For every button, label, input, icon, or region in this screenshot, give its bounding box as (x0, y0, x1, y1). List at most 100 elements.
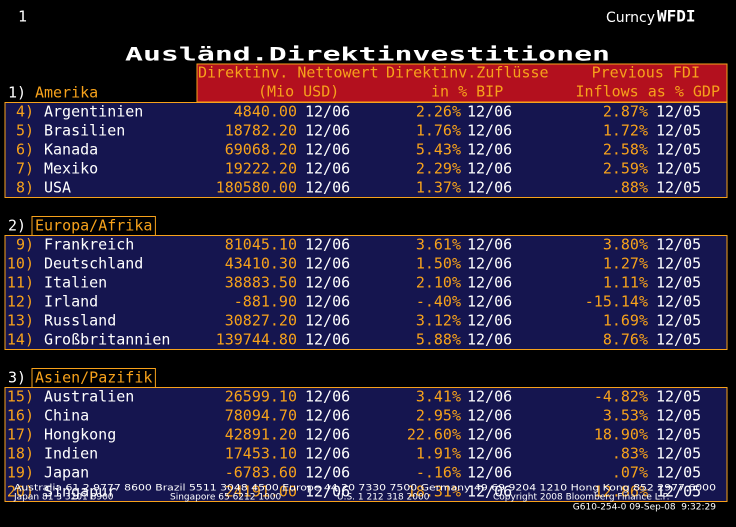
date: 12/06 (305, 426, 350, 444)
date: 12/06 (305, 407, 350, 425)
row-number: 9) (16, 236, 34, 254)
date: 12/06 (467, 255, 512, 273)
country: USA (44, 179, 71, 197)
net-value: -6783.60 (225, 464, 297, 482)
date: 12/06 (467, 179, 512, 197)
date: 12/05 (656, 255, 701, 273)
date: 12/06 (467, 464, 512, 482)
date: 12/05 (656, 407, 701, 425)
footer-line: U.S. 1 212 318 2000 (337, 493, 430, 503)
row-number: 10) (7, 255, 34, 273)
net-value: 4840.00 (234, 103, 297, 121)
date: 12/06 (467, 122, 512, 140)
prev-inflow-pct: 1.11% (603, 274, 648, 292)
prev-inflow-pct: 3.80% (603, 236, 648, 254)
inflow-pct: 1.76% (416, 122, 461, 140)
country: China (44, 407, 89, 425)
prev-inflow-pct: 2.59% (603, 160, 648, 178)
date: 12/06 (467, 274, 512, 292)
row-number: 20) (7, 483, 34, 501)
column-header: Direktinv.Zuflüsse (386, 64, 549, 82)
inflow-pct: 3.41% (416, 388, 461, 406)
inflow-pct: 1.91% (416, 445, 461, 463)
inflow-pct: 2.10% (416, 274, 461, 292)
inflow-pct: 3.12% (416, 312, 461, 330)
net-value: 43410.30 (225, 255, 297, 273)
ticker: WFDI (657, 7, 696, 26)
prev-inflow-pct: 1.72% (603, 122, 648, 140)
section-number: 3) (8, 369, 26, 387)
date: 12/05 (656, 426, 701, 444)
section-box (4, 387, 728, 502)
date: 12/06 (305, 122, 350, 140)
page-number: 1 (18, 8, 27, 26)
column-header: in % BIP (431, 83, 503, 101)
market: Curncy (606, 10, 655, 26)
title: Ausländ.Direktinvestitionen (125, 44, 610, 66)
net-value: 38883.50 (225, 274, 297, 292)
prev-inflow-pct: .07% (612, 464, 648, 482)
date: 12/06 (467, 236, 512, 254)
net-value: 42891.20 (225, 426, 297, 444)
prev-inflow-pct: 1.69% (603, 312, 648, 330)
country: Singapur (44, 483, 116, 501)
net-value: 18782.20 (225, 122, 297, 140)
country: Argentinien (44, 103, 143, 121)
row-number: 11) (7, 274, 34, 292)
net-value: 26599.10 (225, 388, 297, 406)
date: 12/06 (305, 274, 350, 292)
row-number: 7) (16, 160, 34, 178)
footer-line: Copyright 2008 Bloomberg Finance L.P. (493, 493, 669, 503)
net-value: 69068.20 (225, 141, 297, 159)
date: 12/05 (656, 179, 701, 197)
date: 12/06 (305, 103, 350, 121)
net-value: 17453.10 (225, 445, 297, 463)
section-number: 2) (8, 217, 26, 235)
inflow-pct: 5.43% (416, 141, 461, 159)
row-number: 12) (7, 293, 34, 311)
date: 12/06 (305, 445, 350, 463)
prev-inflow-pct: .88% (612, 179, 648, 197)
prev-inflow-pct: 12.86% (594, 483, 648, 501)
date: 12/05 (656, 236, 701, 254)
date: 12/05 (656, 160, 701, 178)
footer-line: Singapore 65 6212 1000 (170, 493, 282, 503)
date: 12/06 (305, 464, 350, 482)
country: Italien (44, 274, 107, 292)
inflow-pct: -.40% (416, 293, 461, 311)
inflow-pct: 22.60% (407, 426, 461, 444)
date: 12/06 (467, 388, 512, 406)
inflow-pct: 2.26% (416, 103, 461, 121)
inflow-pct: -.16% (416, 464, 461, 482)
country: Russland (44, 312, 116, 330)
date: 12/06 (305, 331, 350, 349)
date: 12/05 (656, 122, 701, 140)
row-number: 4) (16, 103, 34, 121)
date: 12/06 (305, 483, 350, 501)
section-box (4, 102, 728, 198)
inflow-pct: 18.31% (407, 483, 461, 501)
date: 12/06 (305, 388, 350, 406)
date: 12/06 (305, 160, 350, 178)
net-value: 30827.20 (225, 312, 297, 330)
footer-line: G610-254-0 09-Sep-08 9:32:29 (573, 503, 716, 513)
date: 12/06 (467, 312, 512, 330)
date: 12/05 (656, 331, 701, 349)
date: 12/06 (467, 426, 512, 444)
date: 12/06 (467, 407, 512, 425)
row-number: 19) (7, 464, 34, 482)
prev-inflow-pct: -4.82% (594, 388, 648, 406)
country: Brasilien (44, 122, 125, 140)
inflow-pct: 2.95% (416, 407, 461, 425)
date: 12/06 (305, 293, 350, 311)
date: 12/06 (467, 141, 512, 159)
column-header: Inflows as % GDP (576, 83, 721, 101)
row-number: 13) (7, 312, 34, 330)
country: Indien (44, 445, 98, 463)
date: 12/06 (467, 293, 512, 311)
date: 12/05 (656, 274, 701, 292)
prev-inflow-pct: 2.58% (603, 141, 648, 159)
date: 12/06 (467, 445, 512, 463)
prev-inflow-pct: 3.53% (603, 407, 648, 425)
